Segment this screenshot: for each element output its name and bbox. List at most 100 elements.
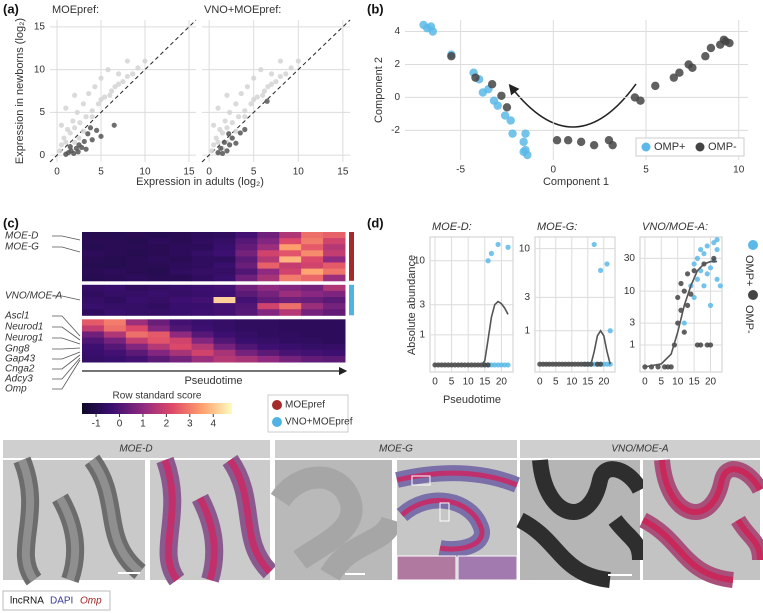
heatmap-cell <box>169 355 193 363</box>
heatmap-cell <box>279 337 302 345</box>
heatmap-cell <box>279 309 302 316</box>
point <box>229 135 235 141</box>
point <box>58 122 65 128</box>
heatmap-cell <box>279 268 302 276</box>
heatmap-cell <box>301 284 324 292</box>
point <box>283 71 289 77</box>
heatmap-cell <box>125 262 149 270</box>
heatmap-cell <box>323 337 346 345</box>
row-annotation: MOE-D <box>5 231 38 242</box>
heatmap-cell <box>147 284 171 292</box>
point <box>63 139 69 145</box>
point <box>268 71 275 77</box>
heatmap-cell <box>323 268 346 276</box>
heatmap-cell <box>301 262 324 270</box>
micrograph <box>150 454 277 586</box>
x-tick-label: 5 <box>449 377 455 388</box>
heatmap-cell <box>213 297 236 304</box>
x-tick-label: 0 <box>206 167 212 178</box>
row-annotation: Cnga2 <box>5 364 35 375</box>
heatmap-cell <box>301 256 324 263</box>
heatmap-cell <box>125 232 149 239</box>
heatmap-cell <box>147 309 171 316</box>
point <box>698 246 704 253</box>
x-tick-label: 15 <box>183 167 195 178</box>
heatmap-cell <box>125 355 149 363</box>
point <box>74 109 80 115</box>
y-tick-label: 0 <box>394 92 400 103</box>
heatmap-cell <box>257 355 280 363</box>
heatmap-cell <box>125 343 149 351</box>
heatmap-cell <box>147 274 171 282</box>
point <box>83 114 89 120</box>
y-tick-label: 0 <box>39 150 45 161</box>
heatmap-cell <box>301 297 324 304</box>
legend-marker <box>748 240 758 250</box>
heatmap-cell <box>301 309 324 316</box>
point <box>714 276 720 282</box>
x-tick-label: 5 <box>659 377 665 388</box>
heatmap-cell <box>191 349 214 357</box>
heatmap-cell <box>235 256 258 263</box>
heatmap-cell <box>279 303 302 310</box>
heatmap-cell <box>125 309 149 316</box>
heatmap-cell <box>169 337 193 345</box>
point <box>107 92 113 98</box>
point <box>698 342 704 348</box>
panel-label: (a) <box>3 1 19 16</box>
point <box>668 364 674 370</box>
point <box>111 122 117 128</box>
point <box>213 135 219 141</box>
x-tick-label: 0 <box>551 165 557 176</box>
point <box>209 148 215 154</box>
legend-label: DAPI <box>50 596 73 607</box>
point <box>714 246 720 253</box>
point <box>142 58 148 64</box>
x-tick-label: 10 <box>733 165 745 176</box>
point <box>604 261 610 267</box>
heatmap-cell <box>301 250 324 257</box>
point <box>691 261 697 267</box>
heatmap-cell <box>103 262 127 270</box>
trajectory-arrow <box>508 83 637 128</box>
heatmap-cell <box>147 268 171 276</box>
point <box>493 101 502 110</box>
heatmap-cell <box>147 232 171 239</box>
heatmap-cell <box>147 349 171 357</box>
point <box>85 131 91 137</box>
heatmap-cell <box>191 290 214 298</box>
heatmap-cell <box>279 325 302 332</box>
point <box>94 127 100 133</box>
heatmap-cell <box>169 244 193 251</box>
heatmap-cell <box>301 290 324 298</box>
y-tick-label: 4 <box>394 26 400 37</box>
heatmap-cell <box>257 343 280 351</box>
heatmap-cell <box>82 343 105 351</box>
chart-title: VNO+MOEpref: <box>204 4 281 16</box>
point <box>92 84 98 90</box>
x-tick-label: 10 <box>139 167 151 178</box>
point <box>70 118 76 124</box>
heatmap-cell <box>257 262 280 270</box>
heatmap-cell <box>235 303 258 310</box>
heatmap-cell <box>235 319 258 326</box>
row-annotation: Adcy3 <box>4 374 33 385</box>
heatmap-cell <box>103 309 127 316</box>
heatmap-cell <box>147 325 171 332</box>
heatmap-cell <box>301 244 324 251</box>
leader-line <box>52 354 81 370</box>
x-tick-label: -5 <box>456 165 465 176</box>
point <box>135 65 141 71</box>
point <box>487 80 497 89</box>
heatmap-cell <box>301 355 324 363</box>
point <box>681 329 687 335</box>
point <box>694 255 701 261</box>
point <box>67 144 73 150</box>
heatmap-cell <box>103 319 127 326</box>
heatmap-cell <box>103 355 127 363</box>
colorbar-tick-label: 3 <box>187 419 193 430</box>
point <box>105 67 111 73</box>
heatmap-cell <box>213 331 236 339</box>
plot <box>639 236 723 373</box>
heatmap-cell <box>191 232 214 239</box>
